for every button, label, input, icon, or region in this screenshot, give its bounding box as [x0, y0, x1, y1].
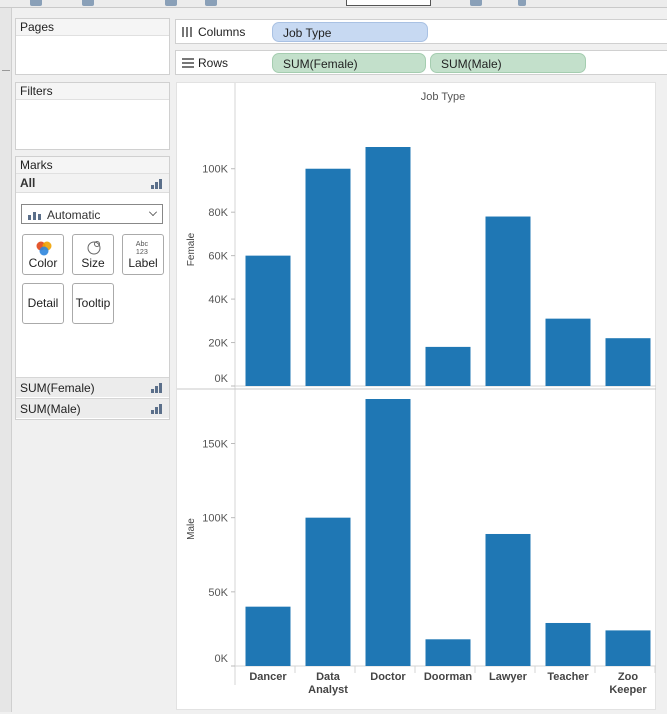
y-tick-label-1-3: 150K — [202, 439, 228, 451]
detail-label: Detail — [27, 296, 59, 310]
label-icon: Abc 123 — [136, 239, 149, 256]
marks-field-female-label: SUM(Female) — [20, 381, 95, 395]
y-tick-label-1-0: 0K — [215, 653, 229, 665]
y-tick-label-0-5: 100K — [202, 164, 228, 176]
rows-pill-male[interactable]: SUM(Male) — [430, 53, 586, 73]
y-tick-label-1-2: 100K — [202, 513, 228, 525]
bar-mark-icon — [28, 210, 42, 220]
x-tick-label-1-1: Analyst — [308, 684, 348, 696]
color-icon — [36, 241, 52, 256]
marks-all-tab[interactable]: All — [16, 174, 169, 193]
toolbar-fit-select[interactable] — [346, 0, 431, 6]
size-button[interactable]: Size — [72, 234, 114, 275]
bar-female-3 — [425, 346, 471, 386]
y-tick-label-0-1: 20K — [208, 338, 228, 350]
color-button[interactable]: Color — [22, 234, 64, 275]
rows-label: Rows — [198, 56, 229, 70]
y-tick-label-1-1: 50K — [208, 587, 228, 599]
columns-shelf[interactable]: Columns Job Type — [175, 19, 667, 44]
bar-female-6 — [605, 338, 651, 386]
toolbar-clear-icon[interactable] — [30, 0, 42, 6]
label-glyph-bottom: 123 — [136, 247, 148, 256]
y-tick-label-0-0: 0K — [215, 373, 229, 385]
bar-male-5 — [545, 622, 591, 666]
strip-divider — [2, 70, 10, 71]
marks-field-male-label: SUM(Male) — [20, 402, 81, 416]
mark-type-value: Automatic — [47, 208, 101, 222]
bar-male-3 — [425, 639, 471, 666]
bar-male-4 — [485, 533, 531, 666]
y-axis-label-1: Male — [186, 518, 197, 540]
rows-pill-female[interactable]: SUM(Female) — [272, 53, 426, 73]
y-tick-label-0-4: 80K — [208, 207, 228, 219]
bar-female-0 — [245, 255, 291, 386]
toolbar-close-icon[interactable] — [518, 0, 526, 6]
toolbar-swap-icon[interactable] — [165, 0, 177, 6]
chart-title: Job Type — [421, 91, 465, 103]
rows-shelf[interactable]: Rows SUM(Female) SUM(Male) — [175, 50, 667, 75]
toolbar-present-icon[interactable] — [470, 0, 482, 6]
marks-title: Marks — [16, 157, 169, 174]
label-glyph-top: Abc — [136, 239, 149, 248]
left-collapsed-strip — [0, 8, 12, 712]
bar-male-0 — [245, 606, 291, 666]
label-button[interactable]: Abc 123 Label — [122, 234, 164, 275]
marks-field-female[interactable]: SUM(Female) — [16, 377, 169, 397]
columns-label: Columns — [198, 25, 246, 39]
x-tick-label-6-0: Zoo — [618, 671, 638, 683]
detail-button[interactable]: Detail — [22, 283, 64, 324]
y-axis-label-0: Female — [186, 232, 197, 266]
x-tick-label-2-0: Doctor — [370, 671, 406, 683]
y-tick-label-0-3: 60K — [208, 251, 228, 263]
rows-icon — [182, 58, 194, 68]
bar-chart-icon — [151, 383, 163, 393]
bar-chart: Job Type 0K 20K 40K 60K 80K 100K Female 0K 50K 100… — [177, 83, 656, 696]
toolbar-sheet-icon[interactable] — [82, 0, 94, 6]
color-label: Color — [28, 256, 58, 270]
size-label: Size — [81, 256, 105, 270]
x-tick-label-4-0: Lawyer — [489, 671, 528, 683]
filters-title: Filters — [16, 83, 169, 100]
bar-female-1 — [305, 168, 351, 386]
bar-chart-icon — [151, 179, 163, 189]
tooltip-button[interactable]: Tooltip — [72, 283, 114, 324]
x-tick-label-6-1: Keeper — [609, 684, 647, 696]
pages-card[interactable]: Pages — [15, 18, 170, 75]
marks-field-male[interactable]: SUM(Male) — [16, 398, 169, 418]
toolbar-sort-icon[interactable] — [205, 0, 217, 6]
mark-type-select[interactable]: Automatic — [21, 204, 163, 224]
filters-card[interactable]: Filters — [15, 82, 170, 150]
x-tick-label-5-0: Teacher — [547, 671, 589, 683]
bar-male-6 — [605, 630, 651, 666]
bar-male-1 — [305, 517, 351, 666]
columns-pill-job-type[interactable]: Job Type — [272, 22, 428, 42]
worksheet-view: Job Type 0K 20K 40K 60K 80K 100K Female 0K 50K 100… — [176, 82, 656, 710]
columns-icon — [182, 27, 192, 37]
bar-chart-icon — [151, 404, 163, 414]
x-tick-label-0-0: Dancer — [249, 671, 287, 683]
marks-card: Marks All Automatic Color Size Abc 123 L… — [15, 156, 170, 420]
bar-female-4 — [485, 216, 531, 386]
bar-male-2 — [365, 399, 411, 666]
tooltip-label: Tooltip — [75, 296, 111, 310]
bar-female-2 — [365, 147, 411, 386]
size-icon — [87, 241, 101, 255]
pages-title: Pages — [16, 19, 169, 36]
x-tick-label-1-0: Data — [316, 671, 341, 683]
y-tick-label-0-2: 40K — [208, 294, 228, 306]
marks-all-label: All — [20, 176, 36, 190]
toolbar — [0, 0, 667, 8]
label-label: Label — [128, 256, 158, 270]
chevron-down-icon — [149, 208, 157, 216]
bar-female-5 — [545, 318, 591, 386]
x-tick-label-3-0: Doorman — [424, 671, 473, 683]
